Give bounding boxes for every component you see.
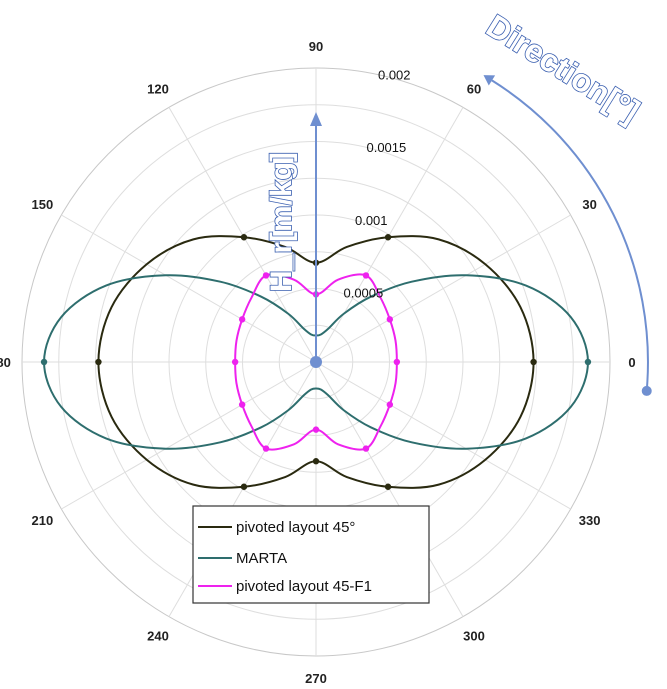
data-point <box>393 358 401 366</box>
angle-tick-label: 60 <box>467 81 481 96</box>
series-layer <box>40 234 592 490</box>
angle-tick-label: 90 <box>309 39 323 54</box>
data-point <box>40 358 48 366</box>
data-point <box>238 316 246 323</box>
angle-tick-label: 240 <box>147 629 169 644</box>
angle-tick-label: 210 <box>31 513 53 528</box>
origin-marker <box>310 356 322 368</box>
data-point <box>262 445 270 452</box>
data-point <box>386 316 394 323</box>
grid-spoke <box>61 214 317 363</box>
radial-tick-label: 0.0005 <box>343 285 383 300</box>
angle-tick-label: 300 <box>463 629 485 644</box>
data-point <box>312 426 320 433</box>
angle-tick-labels: 0 30 60 90 120 150 180 210 240 270 300 330 <box>0 39 636 686</box>
data-point <box>362 445 370 452</box>
direction-arc-start <box>641 385 652 396</box>
data-point <box>584 358 592 366</box>
grid-spoke <box>61 361 317 510</box>
angle-tick-label: 120 <box>147 81 169 96</box>
radial-tick-label: 0.0015 <box>366 140 406 155</box>
grid-spoke <box>315 214 571 363</box>
angle-tick-label: 330 <box>579 513 601 528</box>
radial-tick-label: 0.002 <box>378 68 411 83</box>
radial-axis-arrowhead <box>310 112 322 126</box>
data-point <box>530 358 537 366</box>
direction-arrowhead <box>483 75 496 86</box>
legend: pivoted layout 45° MARTA pivoted layout … <box>192 505 430 604</box>
data-point <box>386 401 394 408</box>
angle-tick-label: 180 <box>0 355 11 370</box>
legend-entry-0: pivoted layout 45° <box>236 519 355 536</box>
series-2 <box>231 272 401 452</box>
axis-overlay <box>310 75 652 396</box>
radial-tick-labels: 0.0005 0.001 0.0015 0.002 <box>343 68 410 301</box>
data-point <box>384 234 392 241</box>
data-point <box>240 234 248 241</box>
legend-entry-2: pivoted layout 45-F1 <box>236 578 372 595</box>
data-point <box>231 358 239 366</box>
series-0 <box>95 234 537 490</box>
data-point <box>238 401 246 408</box>
angle-tick-label: 30 <box>582 197 596 212</box>
legend-box <box>192 505 430 604</box>
data-point <box>262 272 270 279</box>
radial-tick-label: 0.001 <box>355 213 388 228</box>
angle-tick-label: 0 <box>628 355 635 370</box>
angle-tick-label: 150 <box>31 197 53 212</box>
legend-entry-1: MARTA <box>236 550 287 567</box>
series-1 <box>40 274 592 450</box>
angle-tick-label: 270 <box>305 671 327 686</box>
data-point <box>95 358 102 366</box>
radial-axis-label: H_r[m/kg] <box>265 152 298 292</box>
data-point <box>240 483 248 490</box>
direction-label: Direction[°] <box>480 7 646 129</box>
data-point <box>384 483 392 490</box>
grid-spoke <box>315 361 571 510</box>
data-point <box>312 458 320 465</box>
data-point <box>362 272 370 279</box>
direction-arc <box>491 79 649 391</box>
